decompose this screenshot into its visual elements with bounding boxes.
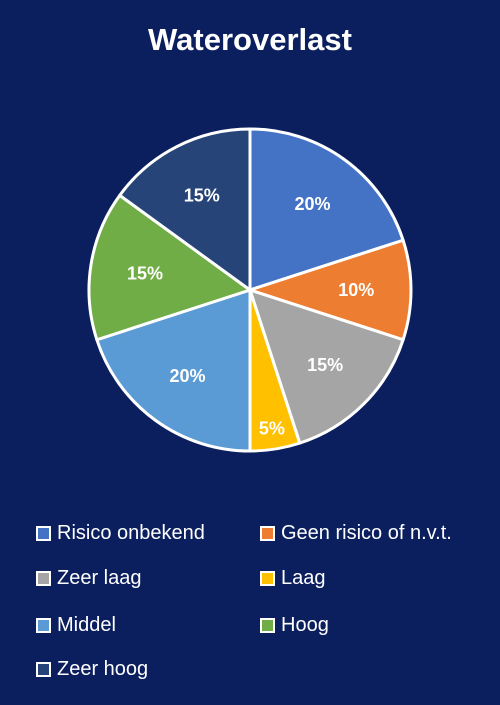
slice-data-label: 20% [170, 366, 206, 386]
slice-data-label: 5% [259, 418, 285, 438]
slice-data-label: 15% [307, 355, 343, 375]
pie-slice-geen-risico-of-n-v-t [248, 238, 413, 342]
pie-slice-risico-onbekend [248, 127, 405, 292]
pie-slice-zeer-hoog [118, 127, 252, 292]
pie-slice-middel [95, 288, 252, 453]
slice-data-label: 10% [338, 280, 374, 300]
slice-data-label: 15% [184, 185, 220, 205]
chart-title: Wateroverlast [148, 22, 352, 57]
slice-data-label: 15% [127, 263, 163, 283]
pie-slice-hoog [87, 193, 252, 342]
slice-data-label: 20% [294, 194, 330, 214]
